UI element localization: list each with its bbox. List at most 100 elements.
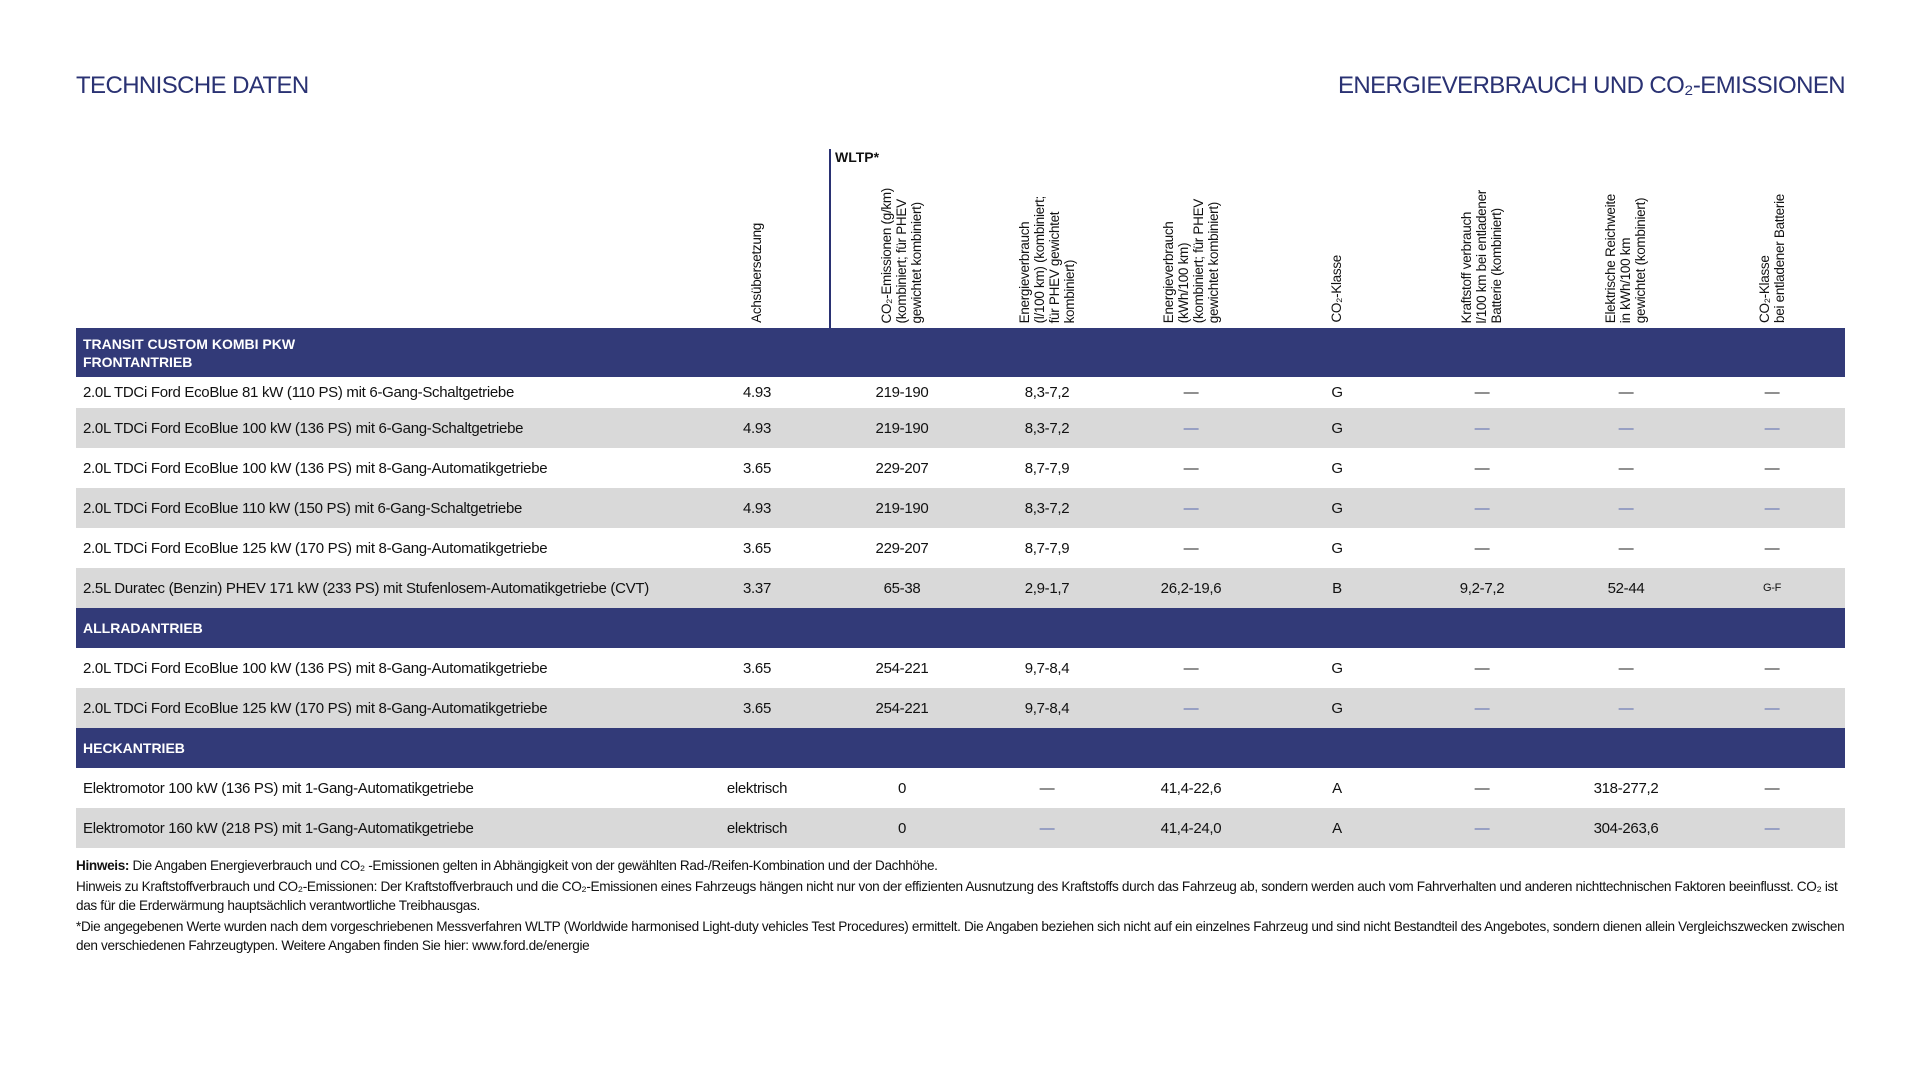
- footnotes: Hinweis: Die Angaben Energieverbrauch un…: [76, 856, 1846, 957]
- section-header: TRANSIT CUSTOM KOMBI PKW FRONTANTRIEB: [76, 328, 1845, 377]
- table-row: 2.0L TDCi Ford EcoBlue 125 kW (170 PS) m…: [76, 528, 1845, 568]
- note-hinweis: Hinweis: Die Angaben Energieverbrauch un…: [76, 856, 1846, 876]
- cell-energieverbrauch-l: 8,3-7,2: [1024, 419, 1070, 437]
- cell-energieverbrauch-kwh: —: [1183, 459, 1199, 477]
- cell-co2-emissionen: 219-190: [875, 499, 929, 517]
- cell-energieverbrauch-l: —: [1039, 819, 1055, 837]
- cell-energieverbrauch-kwh: 41,4-22,6: [1160, 779, 1222, 797]
- vehicle-name: 2.5L Duratec (Benzin) PHEV 171 kW (233 P…: [83, 579, 649, 597]
- cell-elektrische-reichweite: —: [1618, 659, 1634, 677]
- table-row: 2.0L TDCi Ford EcoBlue 100 kW (136 PS) m…: [76, 408, 1845, 448]
- table-row: 2.5L Duratec (Benzin) PHEV 171 kW (233 P…: [76, 568, 1845, 608]
- column-header-elektrische-reichweite: Elektrische Reichweite in kWh/100 km gew…: [1603, 193, 1648, 323]
- cell-co2-klasse: G: [1331, 459, 1343, 477]
- cell-co2-klasse: G: [1331, 659, 1343, 677]
- cell-co2-klasse: G: [1331, 384, 1343, 401]
- cell-co2-klasse: G: [1331, 539, 1343, 557]
- cell-achsuebersetzung: 4.93: [743, 419, 771, 437]
- cell-kraftstoffverbrauch-entladen: —: [1474, 819, 1490, 837]
- cell-co2-emissionen: 254-221: [875, 659, 929, 677]
- cell-elektrische-reichweite: —: [1618, 419, 1634, 437]
- section-header: ALLRADANTRIEB: [76, 608, 1845, 648]
- note-wltp: *Die angegebenen Werte wurden nach dem v…: [76, 918, 1845, 954]
- column-header-achsuebersetzung: Achsübersetzung: [749, 223, 764, 323]
- cell-achsuebersetzung: 4.93: [743, 499, 771, 517]
- cell-kraftstoffverbrauch-entladen: —: [1474, 499, 1490, 517]
- vehicle-name: 2.0L TDCi Ford EcoBlue 125 kW (170 PS) m…: [83, 699, 548, 717]
- cell-co2-emissionen: 254-221: [875, 699, 929, 717]
- cell-co2-emissionen: 229-207: [875, 459, 929, 477]
- cell-energieverbrauch-l: 2,9-1,7: [1024, 579, 1070, 597]
- section-title: TRANSIT CUSTOM KOMBI PKW FRONTANTRIEB: [83, 335, 296, 370]
- table-row: 2.0L TDCi Ford EcoBlue 100 kW (136 PS) m…: [76, 448, 1845, 488]
- section-title: ALLRADANTRIEB: [83, 620, 203, 636]
- cell-elektrische-reichweite: —: [1618, 699, 1634, 717]
- cell-elektrische-reichweite: 318-277,2: [1593, 779, 1659, 797]
- cell-energieverbrauch-kwh: 41,4-24,0: [1160, 819, 1222, 837]
- cell-elektrische-reichweite: 304-263,6: [1593, 819, 1659, 837]
- cell-kraftstoffverbrauch-entladen: —: [1474, 659, 1490, 677]
- cell-co2-klasse-entladen: —: [1764, 384, 1780, 401]
- cell-co2-emissionen: 0: [897, 779, 907, 797]
- cell-energieverbrauch-kwh: 26,2-19,6: [1160, 579, 1222, 597]
- cell-kraftstoffverbrauch-entladen: —: [1474, 699, 1490, 717]
- vehicle-name: 2.0L TDCi Ford EcoBlue 100 kW (136 PS) m…: [83, 419, 524, 437]
- cell-achsuebersetzung: 3.65: [743, 659, 771, 677]
- cell-co2-klasse-entladen: —: [1764, 659, 1780, 677]
- section-title: HECKANTRIEB: [83, 740, 185, 756]
- note-hinweis-text: Die Angaben Energieverbrauch und CO₂ -Em…: [129, 858, 938, 873]
- page-title-technische-daten: TECHNISCHE DATEN: [76, 72, 309, 99]
- cell-energieverbrauch-kwh: —: [1183, 384, 1199, 401]
- cell-elektrische-reichweite: —: [1618, 499, 1634, 517]
- cell-achsuebersetzung: 3.65: [743, 699, 771, 717]
- cell-energieverbrauch-kwh: —: [1183, 539, 1199, 557]
- cell-co2-klasse-entladen: —: [1764, 539, 1780, 557]
- table-row: 2.0L TDCi Ford EcoBlue 81 kW (110 PS) mi…: [76, 377, 1845, 408]
- cell-co2-emissionen: 219-190: [875, 419, 929, 437]
- cell-achsuebersetzung: elektrisch: [726, 779, 788, 797]
- cell-achsuebersetzung: 3.65: [743, 539, 771, 557]
- cell-kraftstoffverbrauch-entladen: —: [1474, 384, 1490, 401]
- vehicle-name: Elektromotor 100 kW (136 PS) mit 1-Gang-…: [83, 779, 474, 797]
- cell-energieverbrauch-kwh: —: [1183, 699, 1199, 717]
- cell-co2-emissionen: 0: [897, 819, 907, 837]
- column-header-co2-emissionen: CO₂-Emissionen (g/km) (kombiniert; für P…: [879, 187, 924, 323]
- cell-achsuebersetzung: elektrisch: [726, 819, 788, 837]
- cell-co2-klasse-entladen: G-F: [1762, 582, 1782, 594]
- note-kraftstoff: Hinweis zu Kraftstoffverbrauch und CO₂-E…: [76, 878, 1838, 914]
- cell-energieverbrauch-l: 8,3-7,2: [1024, 499, 1070, 517]
- vehicle-name: 2.0L TDCi Ford EcoBlue 100 kW (136 PS) m…: [83, 659, 548, 677]
- note-hinweis-label: Hinweis:: [76, 858, 130, 873]
- column-header-energieverbrauch-l: Energieverbrauch (l/100 km) (kombiniert;…: [1016, 195, 1077, 323]
- cell-energieverbrauch-l: 8,7-7,9: [1024, 459, 1070, 477]
- cell-co2-klasse-entladen: —: [1764, 779, 1780, 797]
- table-row: 2.0L TDCi Ford EcoBlue 110 kW (150 PS) m…: [76, 488, 1845, 528]
- cell-kraftstoffverbrauch-entladen: —: [1474, 419, 1490, 437]
- table-row: Elektromotor 160 kW (218 PS) mit 1-Gang-…: [76, 808, 1845, 848]
- column-header-kraftstoffverbrauch-entladen: Kraftstoff verbrauch l/100 km bei entlad…: [1459, 189, 1504, 323]
- cell-co2-klasse: A: [1332, 779, 1342, 797]
- cell-co2-klasse-entladen: —: [1764, 459, 1780, 477]
- table-row: 2.0L TDCi Ford EcoBlue 125 kW (170 PS) m…: [76, 688, 1845, 728]
- cell-co2-emissionen: 229-207: [875, 539, 929, 557]
- vehicle-name: 2.0L TDCi Ford EcoBlue 110 kW (150 PS) m…: [83, 499, 523, 517]
- column-header-co2-klasse-entladen: CO₂-Klasse bei entladener Batterie: [1756, 194, 1787, 323]
- cell-co2-klasse: G: [1331, 699, 1343, 717]
- cell-energieverbrauch-l: 8,7-7,9: [1024, 539, 1070, 557]
- table-row: Elektromotor 100 kW (136 PS) mit 1-Gang-…: [76, 768, 1845, 808]
- section-header: HECKANTRIEB: [76, 728, 1845, 768]
- cell-co2-klasse-entladen: —: [1764, 699, 1780, 717]
- cell-kraftstoffverbrauch-entladen: —: [1474, 779, 1490, 797]
- vehicle-name: 2.0L TDCi Ford EcoBlue 125 kW (170 PS) m…: [83, 539, 548, 557]
- cell-co2-emissionen: 219-190: [875, 384, 929, 401]
- cell-kraftstoffverbrauch-entladen: —: [1474, 459, 1490, 477]
- column-header-co2-klasse: CO₂-Klasse: [1329, 255, 1344, 323]
- cell-energieverbrauch-l: 9,7-8,4: [1024, 659, 1070, 677]
- cell-co2-klasse: B: [1332, 579, 1342, 597]
- wltp-divider: [829, 149, 831, 328]
- cell-co2-klasse-entladen: —: [1764, 419, 1780, 437]
- cell-co2-klasse-entladen: —: [1764, 819, 1780, 837]
- cell-energieverbrauch-l: —: [1039, 779, 1055, 797]
- cell-achsuebersetzung: 3.37: [743, 579, 771, 597]
- vehicle-name: Elektromotor 160 kW (218 PS) mit 1-Gang-…: [83, 819, 474, 837]
